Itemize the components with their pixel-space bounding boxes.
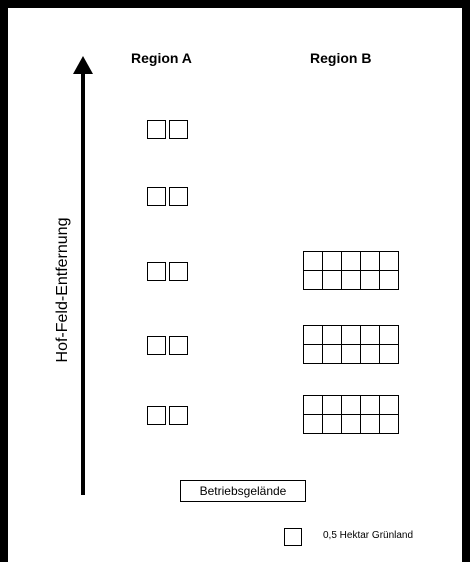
legend-text: 0,5 Hektar Grünland bbox=[323, 530, 414, 541]
region-b-cell bbox=[303, 325, 323, 345]
region-a-cell bbox=[169, 262, 188, 281]
region-b-cell bbox=[322, 414, 342, 434]
region-b-cell bbox=[303, 395, 323, 415]
region-b-cell bbox=[341, 251, 361, 271]
region-b-cell bbox=[322, 270, 342, 290]
region-b-cell bbox=[303, 344, 323, 364]
region-a-cell bbox=[169, 187, 188, 206]
region-b-cell bbox=[360, 414, 380, 434]
region-a-header: Region A bbox=[131, 50, 192, 66]
region-b-cell bbox=[341, 270, 361, 290]
region-a-cell bbox=[147, 120, 166, 139]
region-b-cell bbox=[379, 270, 399, 290]
region-a-cell bbox=[169, 120, 188, 139]
axis-arrow-line bbox=[81, 66, 85, 495]
region-b-cell bbox=[360, 270, 380, 290]
region-b-cell bbox=[360, 325, 380, 345]
region-b-cell bbox=[322, 251, 342, 271]
region-b-cell bbox=[303, 270, 323, 290]
region-b-cell bbox=[322, 325, 342, 345]
legend-square bbox=[284, 528, 302, 546]
region-b-cell bbox=[379, 414, 399, 434]
region-b-cell bbox=[379, 325, 399, 345]
region-b-cell bbox=[341, 344, 361, 364]
region-b-cell bbox=[360, 344, 380, 364]
region-b-cell bbox=[341, 414, 361, 434]
region-b-cell bbox=[341, 395, 361, 415]
region-b-cell bbox=[322, 395, 342, 415]
region-b-cell bbox=[379, 344, 399, 364]
region-b-cell bbox=[360, 251, 380, 271]
axis-label: Hof-Feld-Entfernung bbox=[54, 217, 71, 363]
region-b-cell bbox=[360, 395, 380, 415]
betriebsgelaende-label: Betriebsgelände bbox=[180, 480, 306, 502]
axis-arrow-head bbox=[73, 56, 93, 74]
region-a-cell bbox=[169, 336, 188, 355]
region-a-cell bbox=[147, 262, 166, 281]
region-a-cell bbox=[147, 406, 166, 425]
region-b-cell bbox=[303, 251, 323, 271]
region-a-cell bbox=[169, 406, 188, 425]
region-b-cell bbox=[379, 395, 399, 415]
region-b-cell bbox=[379, 251, 399, 271]
region-b-cell bbox=[341, 325, 361, 345]
region-b-header: Region B bbox=[310, 50, 372, 66]
region-a-cell bbox=[147, 336, 166, 355]
region-a-cell bbox=[147, 187, 166, 206]
region-b-cell bbox=[322, 344, 342, 364]
region-b-cell bbox=[303, 414, 323, 434]
